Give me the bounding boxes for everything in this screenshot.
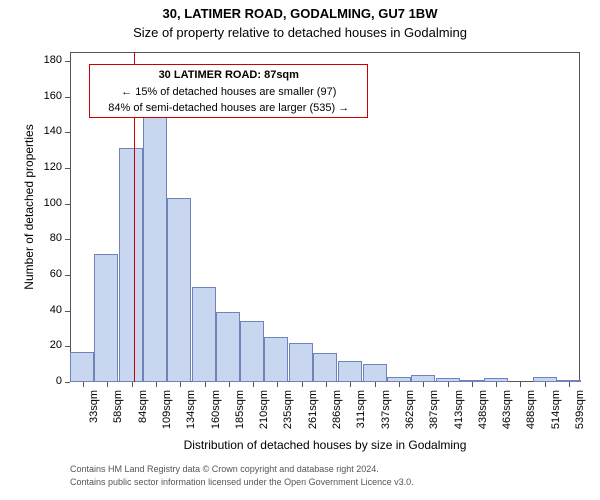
y-tick-mark: [65, 346, 70, 347]
x-tick-label: 362sqm: [404, 390, 416, 440]
histogram-bar: [313, 353, 337, 382]
x-tick-mark: [326, 382, 327, 387]
x-tick-mark: [423, 382, 424, 387]
y-tick-label: 40: [32, 304, 62, 316]
x-tick-label: 337sqm: [380, 390, 392, 440]
x-tick-label: 387sqm: [428, 390, 440, 440]
histogram-bar: [436, 378, 460, 382]
x-tick-mark: [205, 382, 206, 387]
y-tick-label: 180: [32, 54, 62, 66]
histogram-bar: [460, 380, 484, 382]
histogram-bar: [94, 254, 118, 382]
histogram-bar: [192, 287, 216, 382]
x-tick-mark: [156, 382, 157, 387]
x-tick-mark: [448, 382, 449, 387]
y-tick-label: 80: [32, 232, 62, 244]
histogram-bar: [484, 378, 508, 382]
y-tick-mark: [65, 168, 70, 169]
annotation-line-2: ← 15% of detached houses are smaller (97…: [94, 84, 363, 101]
x-tick-label: 84sqm: [137, 390, 149, 440]
x-tick-label: 438sqm: [477, 390, 489, 440]
x-tick-mark: [180, 382, 181, 387]
y-tick-mark: [65, 204, 70, 205]
histogram-bar: [338, 361, 362, 382]
histogram-bar: [143, 95, 167, 382]
histogram-bar: [216, 312, 240, 382]
y-tick-label: 0: [32, 375, 62, 387]
x-tick-mark: [277, 382, 278, 387]
x-tick-label: 413sqm: [453, 390, 465, 440]
histogram-bar: [387, 377, 411, 382]
x-tick-label: 463sqm: [501, 390, 513, 440]
footer-line-2: Contains public sector information licen…: [70, 477, 414, 487]
x-tick-label: 58sqm: [112, 390, 124, 440]
x-tick-mark: [399, 382, 400, 387]
x-tick-label: 185sqm: [234, 390, 246, 440]
histogram-bar: [289, 343, 313, 382]
annotation-line-1: 30 LATIMER ROAD: 87sqm: [94, 67, 363, 84]
annotation-line-3: 84% of semi-detached houses are larger (…: [94, 100, 363, 117]
y-tick-label: 60: [32, 268, 62, 280]
x-tick-label: 261sqm: [307, 390, 319, 440]
histogram-bar: [557, 380, 581, 382]
histogram-bar: [119, 148, 143, 382]
histogram-bar: [264, 337, 288, 382]
x-tick-label: 514sqm: [550, 390, 562, 440]
x-tick-mark: [229, 382, 230, 387]
y-tick-mark: [65, 61, 70, 62]
histogram-bar: [411, 375, 435, 382]
y-tick-label: 140: [32, 125, 62, 137]
y-tick-mark: [65, 97, 70, 98]
histogram-bar: [240, 321, 264, 382]
x-tick-mark: [350, 382, 351, 387]
histogram-bar: [167, 198, 191, 382]
x-tick-label: 539sqm: [574, 390, 586, 440]
annotation-box: 30 LATIMER ROAD: 87sqm← 15% of detached …: [89, 64, 368, 118]
x-tick-label: 488sqm: [525, 390, 537, 440]
x-tick-label: 160sqm: [210, 390, 222, 440]
x-tick-mark: [496, 382, 497, 387]
x-axis-label: Distribution of detached houses by size …: [70, 438, 580, 452]
x-tick-label: 235sqm: [282, 390, 294, 440]
x-tick-mark: [302, 382, 303, 387]
y-axis-label: Number of detached properties: [22, 107, 36, 307]
y-tick-label: 20: [32, 339, 62, 351]
y-tick-label: 100: [32, 197, 62, 209]
x-tick-mark: [132, 382, 133, 387]
x-tick-mark: [569, 382, 570, 387]
x-tick-label: 109sqm: [161, 390, 173, 440]
x-tick-mark: [545, 382, 546, 387]
page-subtitle: Size of property relative to detached ho…: [0, 25, 600, 40]
histogram-bar: [363, 364, 387, 382]
histogram-bar: [533, 377, 557, 382]
x-tick-mark: [253, 382, 254, 387]
y-tick-mark: [65, 275, 70, 276]
x-tick-mark: [472, 382, 473, 387]
x-tick-mark: [375, 382, 376, 387]
y-tick-mark: [65, 311, 70, 312]
page-title: 30, LATIMER ROAD, GODALMING, GU7 1BW: [0, 6, 600, 21]
y-tick-mark: [65, 132, 70, 133]
x-tick-label: 33sqm: [88, 390, 100, 440]
x-tick-label: 286sqm: [331, 390, 343, 440]
x-tick-mark: [520, 382, 521, 387]
footer-line-1: Contains HM Land Registry data © Crown c…: [70, 464, 379, 474]
x-tick-label: 311sqm: [355, 390, 367, 440]
x-tick-label: 210sqm: [258, 390, 270, 440]
y-tick-label: 160: [32, 90, 62, 102]
y-tick-mark: [65, 382, 70, 383]
y-tick-label: 120: [32, 161, 62, 173]
x-tick-label: 134sqm: [185, 390, 197, 440]
x-tick-mark: [83, 382, 84, 387]
y-tick-mark: [65, 239, 70, 240]
histogram-bar: [70, 352, 94, 382]
x-tick-mark: [107, 382, 108, 387]
